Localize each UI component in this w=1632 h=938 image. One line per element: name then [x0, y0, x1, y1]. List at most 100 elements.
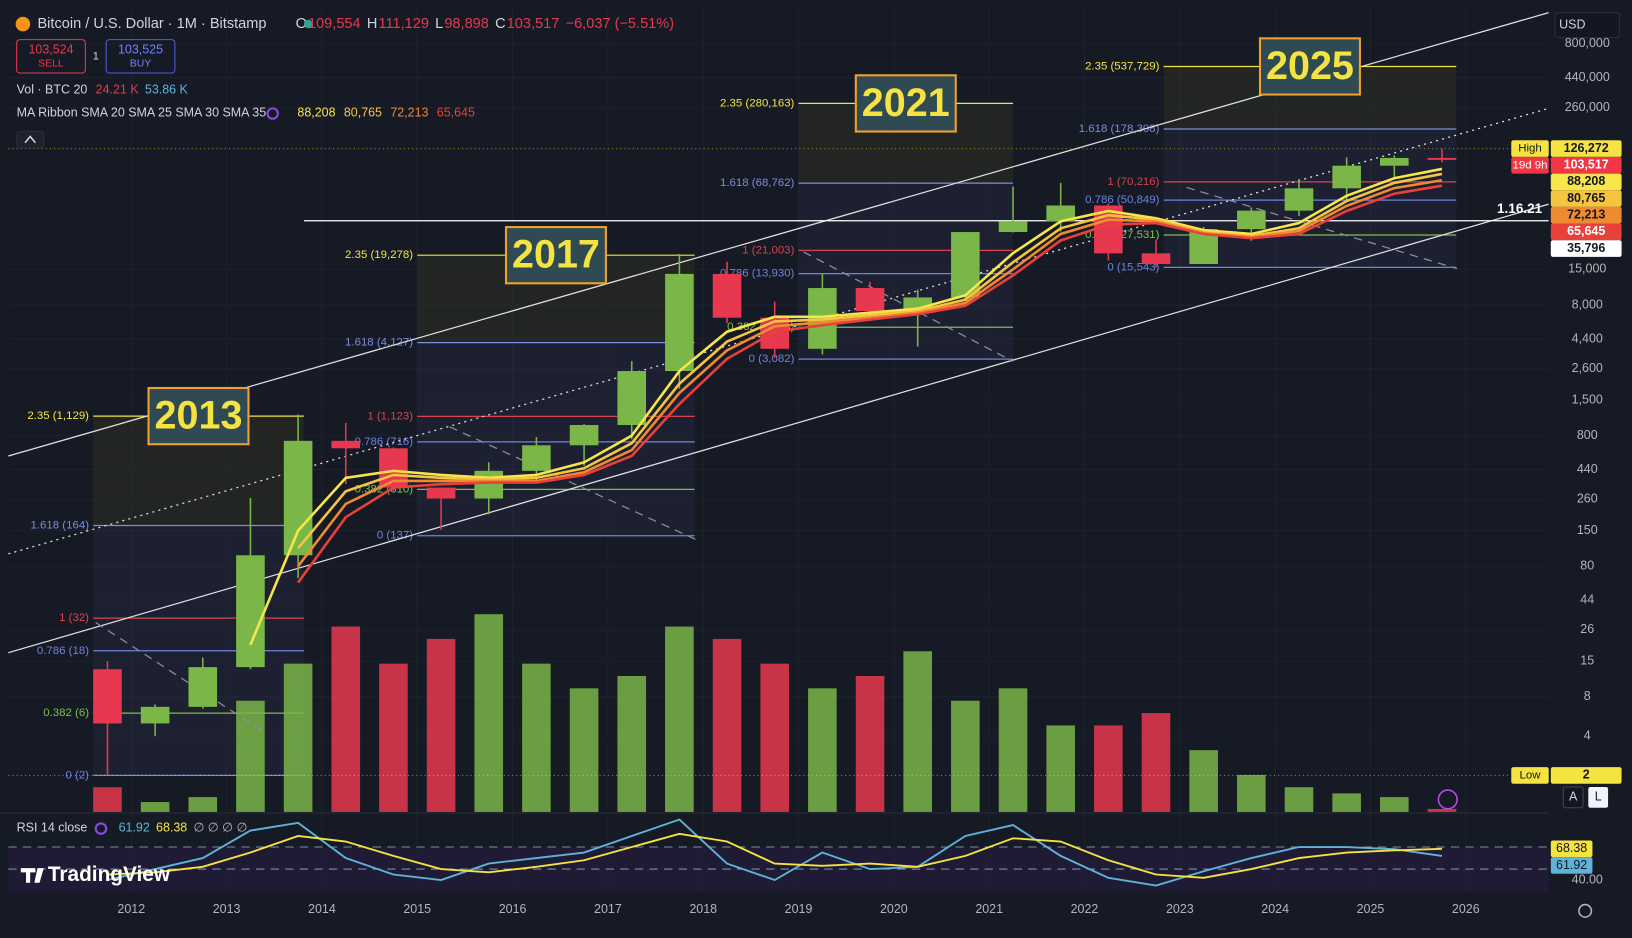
volume-bar	[1189, 750, 1218, 812]
label-layer: 800,000 440,000 260,000 15,000 8,000 4,400 2,6…	[8, 36, 1622, 916]
y-tick-label: 26	[1580, 622, 1594, 636]
x-tick-label: 2022	[1071, 902, 1099, 916]
candle-body	[522, 445, 551, 471]
cycle-box	[1258, 37, 1361, 96]
candle-body	[426, 487, 456, 499]
y-tick-label: 440,000	[1565, 70, 1610, 84]
x-tick-label: 2018	[689, 902, 717, 916]
y-tick-label: 1,500	[1572, 392, 1603, 406]
volume-bar	[1284, 787, 1314, 812]
rsi-title: RSI 14 close	[17, 821, 88, 835]
currency-button[interactable]	[1554, 12, 1621, 39]
price-tag: 103,517	[1564, 158, 1609, 172]
price-tag-box	[1550, 140, 1622, 157]
volume-bar	[236, 700, 265, 812]
ma-icon	[266, 107, 279, 120]
buy-button[interactable]	[105, 39, 176, 74]
x-tick-label: 2020	[880, 902, 908, 916]
currency: USD	[1559, 17, 1585, 31]
fib-label: 2.35 (537,729)	[1085, 60, 1160, 72]
cycle-box	[504, 226, 607, 285]
volume-bar	[331, 626, 361, 812]
volume-bar	[1141, 713, 1171, 812]
sell-button[interactable]	[16, 39, 86, 74]
fib-label: 1 (21,003)	[742, 244, 794, 256]
price-tag: 80,765	[1567, 191, 1605, 205]
price-tag-box	[1550, 767, 1622, 784]
cycle-label: 2017	[512, 233, 600, 277]
volume-bar	[1237, 774, 1266, 812]
ma-value: 65,645	[437, 106, 475, 120]
brand: TradingView	[48, 863, 171, 886]
candle-body	[140, 706, 170, 724]
price-tag: 2	[1583, 768, 1590, 782]
price-tag: 88,208	[1567, 174, 1605, 188]
volume-bar	[760, 663, 790, 812]
ohlc-key: O	[296, 16, 307, 32]
auto-button[interactable]	[1562, 786, 1584, 809]
price-tag: 35,796	[1567, 241, 1605, 255]
candle-body	[569, 425, 599, 446]
y-tick-label: 15,000	[1568, 262, 1606, 276]
candle-body	[236, 555, 265, 668]
rsi-line	[107, 818, 1443, 887]
x-tick-label: 2014	[308, 902, 336, 916]
buy-label: BUY	[130, 58, 151, 69]
x-tick-label: 2021	[975, 902, 1003, 916]
candle-body	[1332, 165, 1361, 189]
x-tick-label: 2016	[499, 902, 527, 916]
settings-icon[interactable]	[1578, 903, 1593, 918]
fib-label: 0 (3,082)	[749, 353, 795, 365]
rsi-layer: 40.00	[8, 818, 1603, 892]
fib-label: 1 (70,216)	[1107, 176, 1159, 188]
x-tick-label: 2012	[117, 902, 145, 916]
ohlc-value: 103,517	[507, 16, 560, 32]
fib-label: 2.35 (19,278)	[345, 249, 413, 261]
ohlc-key: C	[495, 16, 506, 32]
volume-bar	[283, 663, 313, 812]
candle-body	[1141, 253, 1171, 265]
volume-layer	[93, 614, 1457, 812]
price-tag: 72,213	[1567, 208, 1605, 222]
volume-bar	[712, 638, 742, 812]
volume-bar	[93, 787, 122, 812]
rsi-placeholders: ∅ ∅ ∅ ∅	[193, 821, 247, 835]
collapse-icon	[24, 135, 36, 144]
x-tick-label: 2019	[785, 902, 813, 916]
ma-legend: MA Ribbon SMA 20 SMA 25 SMA 30 SMA 35 88,…	[17, 106, 475, 120]
trend-dash	[95, 621, 263, 732]
price-tag-box	[1550, 156, 1622, 174]
candle-body	[474, 470, 504, 499]
trend-dash	[449, 426, 696, 540]
x-tick-label: 2024	[1261, 902, 1289, 916]
volume-bar	[569, 688, 599, 812]
collapse-button[interactable]	[16, 130, 45, 149]
ma-value: 80,765	[344, 106, 382, 120]
quantity: 1	[93, 50, 99, 62]
fib-label: 1.618 (178,308)	[1079, 123, 1160, 135]
price-tag-note: 19d 9h	[1513, 159, 1548, 171]
x-tick-label: 2023	[1166, 902, 1194, 916]
candle-body	[1237, 210, 1266, 230]
volume-bar	[1046, 725, 1075, 812]
volume-bar	[1380, 797, 1409, 812]
candle-body	[760, 317, 790, 349]
rsi-value: 61.92	[119, 821, 150, 835]
y-tick-label: 44	[1580, 592, 1594, 606]
price-tag-note-box	[1511, 767, 1549, 784]
volume-ma-value: 53.86 K	[145, 83, 189, 97]
fib-label: 0.786 (50,849)	[1085, 194, 1160, 206]
volume-bar	[522, 663, 551, 812]
sell-price: 103,524	[28, 42, 73, 56]
fib-label: 1 (32)	[59, 612, 89, 624]
alert-icon[interactable]	[1437, 789, 1458, 810]
y-tick-label: 4	[1584, 728, 1591, 742]
rsi-line	[107, 832, 1442, 879]
fib-label: 0 (2)	[65, 769, 89, 781]
log-button[interactable]	[1588, 786, 1609, 808]
cycle-box	[147, 386, 250, 446]
volume-bar	[140, 802, 170, 812]
price-tag-note-box	[1511, 156, 1549, 174]
annotation: 1.16.21	[1497, 201, 1543, 216]
